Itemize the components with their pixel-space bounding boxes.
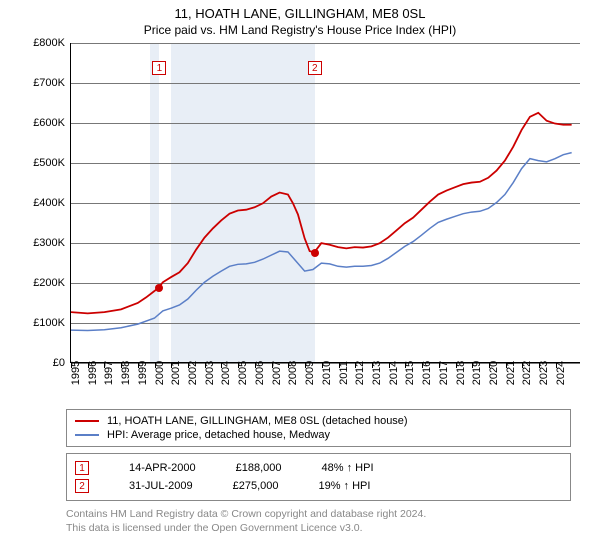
x-axis-label: 2014 [388,361,400,385]
y-axis-label: £600K [33,117,65,129]
x-axis-label: 2002 [187,361,199,385]
x-axis-label: 2015 [404,361,416,385]
transaction-dot [155,284,163,292]
x-axis-label: 2022 [521,361,533,385]
x-axis-label: 1996 [87,361,99,385]
x-axis-label: 1995 [70,361,82,385]
x-axis-label: 2011 [338,361,350,385]
transaction-marker: 2 [308,61,322,75]
x-axis-label: 2018 [455,361,467,385]
x-axis-label: 2007 [271,361,283,385]
line-svg [71,43,580,362]
legend-row-2: HPI: Average price, detached house, Medw… [75,428,562,442]
legend-swatch-2 [75,434,99,436]
series-line-price [71,113,572,314]
x-axis-label: 2006 [254,361,266,385]
x-axis-label: 2001 [170,361,182,385]
transaction-price: £275,000 [233,480,279,492]
transaction-note: 48% ↑ HPI [322,462,374,474]
x-axis-label: 2003 [204,361,216,385]
x-axis-label: 2024 [555,361,567,385]
transaction-legend-row: 2 31-JUL-2009 £275,000 19% ↑ HPI [75,477,562,495]
x-axis-label: 2020 [488,361,500,385]
x-axis-label: 2019 [471,361,483,385]
transaction-date: 31-JUL-2009 [129,480,193,492]
legend-label-2: HPI: Average price, detached house, Medw… [107,429,330,441]
chart-subtitle: Price paid vs. HM Land Registry's House … [0,21,600,43]
legend-label-1: 11, HOATH LANE, GILLINGHAM, ME8 0SL (det… [107,415,408,427]
transaction-price: £188,000 [236,462,282,474]
x-axis-label: 2012 [354,361,366,385]
chart-title: 11, HOATH LANE, GILLINGHAM, ME8 0SL [0,0,600,21]
plot-region: 12 [70,43,580,363]
x-axis-label: 2016 [421,361,433,385]
x-axis-label: 1998 [120,361,132,385]
x-axis-label: 2017 [438,361,450,385]
x-axis-label: 2010 [321,361,333,385]
x-axis-label: 2023 [538,361,550,385]
x-axis-label: 2000 [154,361,166,385]
x-axis-label: 2008 [287,361,299,385]
x-axis-label: 2013 [371,361,383,385]
legend-row-1: 11, HOATH LANE, GILLINGHAM, ME8 0SL (det… [75,414,562,428]
y-axis-label: £800K [33,37,65,49]
x-axis-label: 2004 [220,361,232,385]
x-axis-label: 2021 [505,361,517,385]
transaction-legend: 1 14-APR-2000 £188,000 48% ↑ HPI 2 31-JUL-200… [66,453,571,501]
footer-text: Contains HM Land Registry data © Crown c… [66,507,600,535]
y-axis-label: £200K [33,277,65,289]
legend-swatch-1 [75,420,99,422]
transaction-marker: 1 [152,61,166,75]
y-axis-label: £300K [33,237,65,249]
x-axis-label: 1997 [103,361,115,385]
chart-area: 12 £0£100K£200K£300K£400K£500K£600K£700K… [15,43,585,403]
series-legend: 11, HOATH LANE, GILLINGHAM, ME8 0SL (det… [66,409,571,447]
y-axis-label: £400K [33,197,65,209]
transaction-date: 14-APR-2000 [129,462,196,474]
y-axis-label: £100K [33,317,65,329]
transaction-legend-marker: 1 [75,461,89,475]
series-line-hpi [71,153,572,331]
y-axis-label: £500K [33,157,65,169]
transaction-note: 19% ↑ HPI [318,480,370,492]
y-axis-label: £0 [53,357,65,369]
transaction-legend-row: 1 14-APR-2000 £188,000 48% ↑ HPI [75,459,562,477]
transaction-dot [311,249,319,257]
x-axis-label: 2009 [304,361,316,385]
transaction-legend-marker: 2 [75,479,89,493]
y-axis-label: £700K [33,77,65,89]
x-axis-label: 1999 [137,361,149,385]
x-axis-label: 2005 [237,361,249,385]
